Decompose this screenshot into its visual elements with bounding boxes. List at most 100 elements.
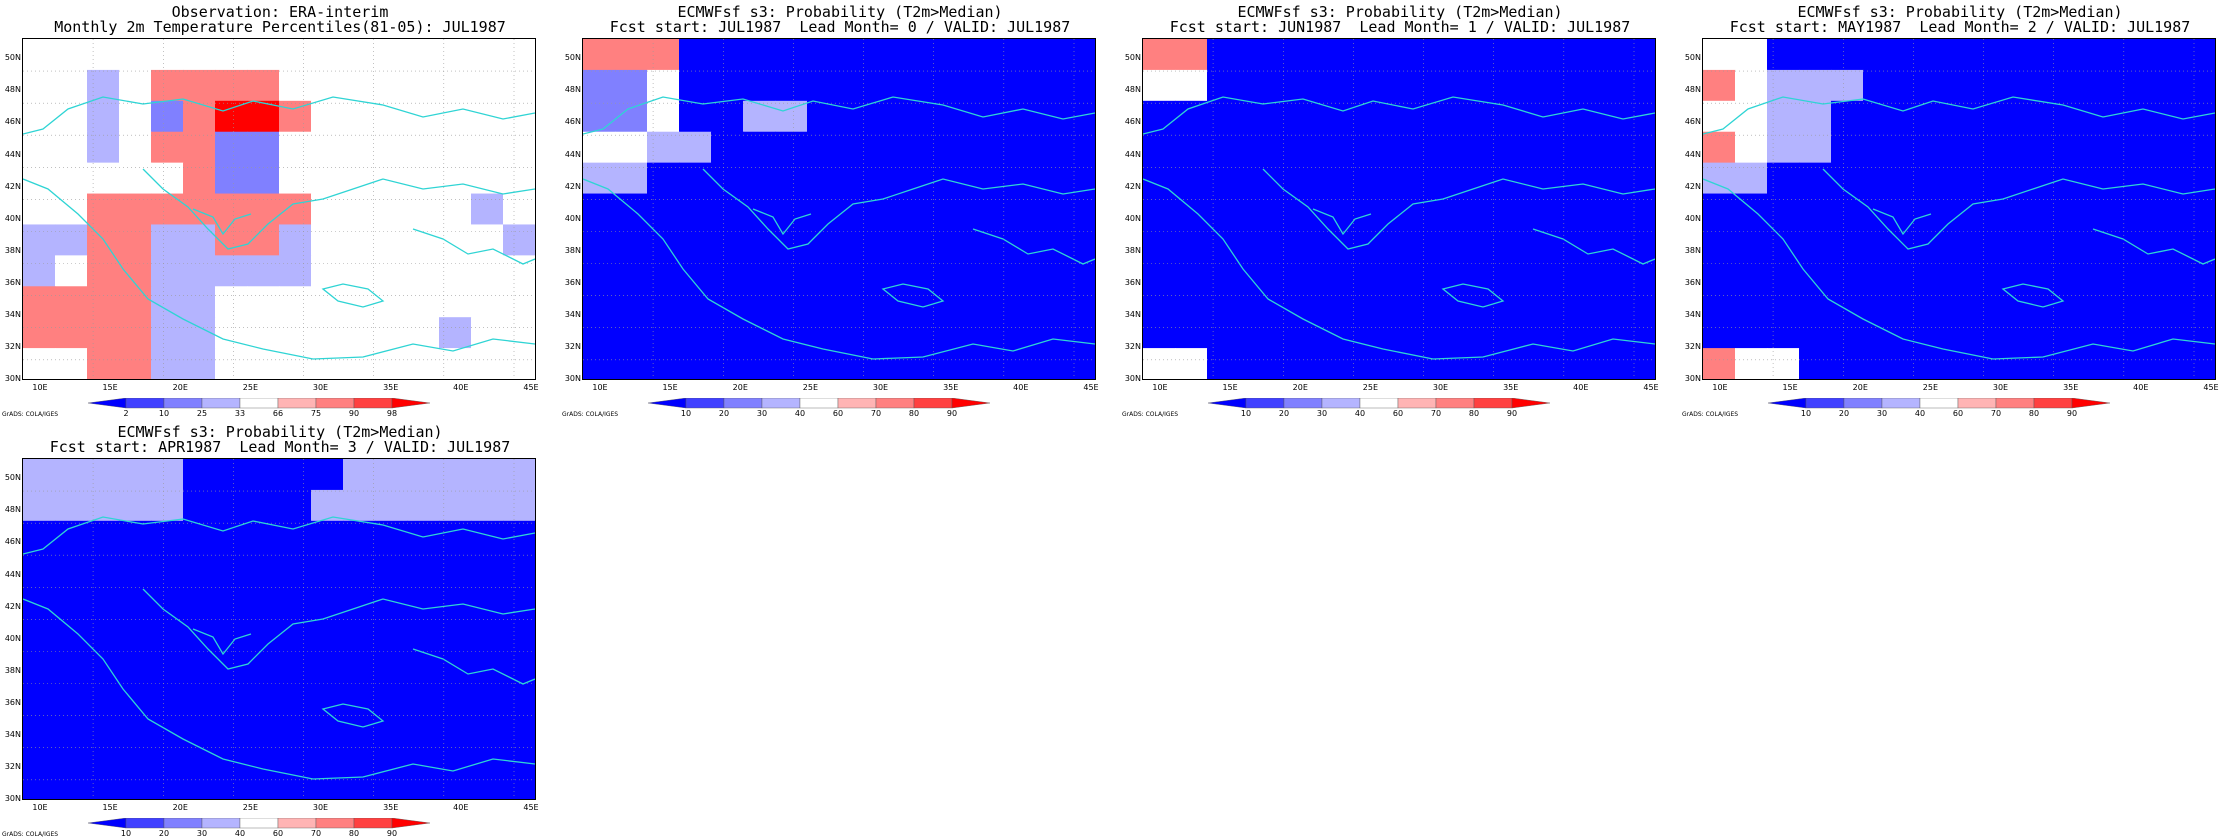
grid-cell <box>151 459 184 491</box>
grid-cell <box>2087 224 2120 256</box>
grid-cell <box>743 162 776 195</box>
grid-cell <box>1431 224 1464 256</box>
grid-cell <box>711 224 744 256</box>
grid-cell <box>647 255 680 287</box>
grid-cell <box>2183 224 2215 256</box>
coastline <box>412 648 535 685</box>
colorbar-segment <box>761 398 801 409</box>
colorbar-segment <box>88 398 127 409</box>
colorbar-segment <box>1321 398 1361 409</box>
grid-cell <box>55 162 88 195</box>
grid-cell <box>807 100 840 133</box>
grid-cell <box>151 520 184 553</box>
latitude-tick-label: 34N <box>564 309 581 319</box>
grid-cell <box>407 255 440 287</box>
grid-cell <box>1175 224 1208 256</box>
grid-cell <box>279 459 312 491</box>
latitude-tick-label: 38N <box>4 245 21 255</box>
grid-cell <box>583 69 616 102</box>
colorbar-segment <box>391 818 431 829</box>
grid-cell <box>2151 131 2184 164</box>
grid-cell <box>871 193 904 225</box>
grid-cell <box>55 286 88 318</box>
grid-cell <box>903 348 936 379</box>
grid-cell <box>1399 69 1432 102</box>
grid-cell <box>343 582 376 615</box>
grid-cell <box>1703 131 1736 164</box>
longitude-tick-label: 15E <box>662 383 678 392</box>
grid-cell <box>1559 131 1592 164</box>
latitude-tick-label: 36N <box>1684 277 1701 287</box>
grid-cell <box>1623 131 1655 164</box>
grid-cell <box>279 551 312 584</box>
colorbar-tick-label: 90 <box>946 409 958 418</box>
longitude-tick-label: 45E <box>523 803 539 812</box>
grid-cell <box>583 224 616 256</box>
grid-cell <box>775 69 808 102</box>
grid-cell <box>55 675 88 707</box>
grid-cell <box>151 348 184 379</box>
grid-cell <box>1303 100 1336 133</box>
grid-cell <box>679 162 712 195</box>
colorbar-segment <box>1435 398 1475 409</box>
grid-cell <box>1863 100 1896 133</box>
grid-cell <box>2055 100 2088 133</box>
grid-cell <box>1431 193 1464 225</box>
grid-cell <box>311 737 344 769</box>
grid-cell <box>967 317 1000 349</box>
colorbar-tick-label: 40 <box>794 409 806 418</box>
colorbar-segment <box>1919 398 1959 409</box>
colorbar-tick-label: 2 <box>123 409 129 418</box>
grid-cell <box>375 520 408 553</box>
grid-cell <box>247 459 280 491</box>
grid-cell <box>1495 317 1528 349</box>
colorbar-segment <box>913 398 953 409</box>
grid-cell <box>1495 193 1528 225</box>
grid-cell <box>2119 100 2152 133</box>
grid-cell <box>1239 348 1272 379</box>
grid-cell <box>1831 131 1864 164</box>
grid-cell <box>279 644 312 676</box>
grid-cell <box>279 737 312 769</box>
latitude-tick-label: 34N <box>4 309 21 319</box>
grid-cell <box>1207 39 1240 71</box>
grid-cell <box>583 162 616 195</box>
grid-cell <box>999 255 1032 287</box>
colorbar-segment <box>1208 398 1247 409</box>
grid-cell <box>999 286 1032 318</box>
grid-cell <box>1559 317 1592 349</box>
grid-cell <box>1431 255 1464 287</box>
grid-cell <box>503 224 535 256</box>
grid-cell <box>1335 39 1368 71</box>
grid-cell <box>1591 255 1624 287</box>
colorbar-tick-label: 20 <box>158 829 170 838</box>
grid-cell <box>1735 286 1768 318</box>
grid-cell <box>151 551 184 584</box>
grid-cell <box>1303 131 1336 164</box>
grid-cell <box>1239 100 1272 133</box>
grid-cell <box>407 644 440 676</box>
grid-cell <box>1527 255 1560 287</box>
grid-cell <box>1031 69 1064 102</box>
grid-cell <box>23 613 56 645</box>
grid-cell <box>1063 131 1095 164</box>
grid-cell <box>615 100 648 133</box>
latitude-tick-label: 48N <box>1124 85 1141 95</box>
grid-cell <box>1863 348 1896 379</box>
grid-cell <box>311 675 344 707</box>
grid-cell <box>87 131 120 164</box>
grid-cell <box>375 551 408 584</box>
grid-cell <box>503 39 535 71</box>
grid-cell <box>1927 286 1960 318</box>
grid-cell <box>439 286 472 318</box>
grid-cell <box>1431 162 1464 195</box>
latitude-tick-label: 40N <box>1684 213 1701 223</box>
coastline <box>192 628 252 656</box>
grid-cell <box>871 224 904 256</box>
latitude-tick-label: 42N <box>4 181 21 191</box>
grid-cell <box>55 317 88 349</box>
grid-cell <box>1431 348 1464 379</box>
grid-cell <box>55 69 88 102</box>
grid-cell <box>1767 317 1800 349</box>
grid-cell <box>1831 224 1864 256</box>
